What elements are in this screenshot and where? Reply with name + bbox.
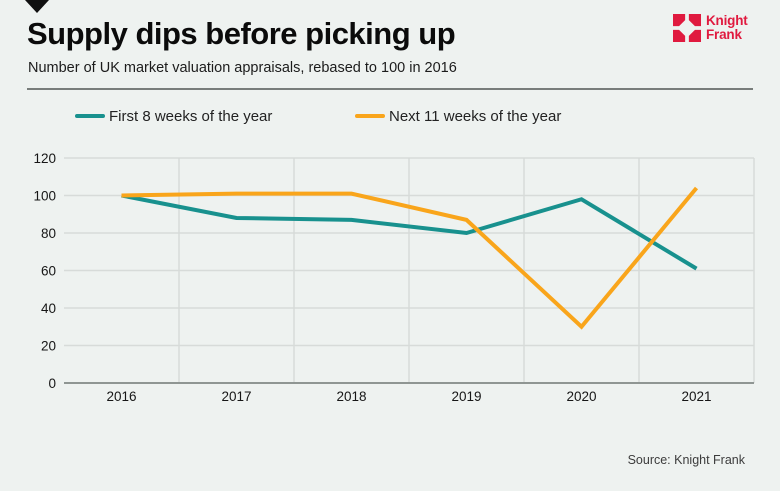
logo-text-line1: Knight: [706, 13, 748, 28]
knight-frank-logo: Knight Frank: [673, 14, 748, 42]
series-line-first-8-weeks: [121, 193, 698, 271]
x-tick-label: 2017: [221, 389, 251, 404]
y-tick-label: 20: [41, 339, 56, 354]
header-divider: [27, 88, 753, 90]
logo-text-line2: Frank: [706, 27, 742, 42]
x-tick-label: 2018: [336, 389, 366, 404]
y-tick-label: 100: [33, 189, 56, 204]
page-title: Supply dips before picking up: [27, 16, 456, 51]
y-tick-label: 40: [41, 301, 56, 316]
source-caption: Source: Knight Frank: [627, 453, 745, 467]
corner-triangle-icon: [25, 0, 49, 13]
series-line-next-11-weeks: [121, 186, 699, 330]
legend-item-first-8-weeks: First 8 weeks of the year: [75, 107, 272, 125]
y-tick-label: 60: [41, 264, 56, 279]
chart-subtitle: Number of UK market valuation appraisals…: [28, 60, 457, 76]
y-tick-label: 0: [48, 376, 56, 391]
knight-frank-logo-mark: [673, 14, 701, 42]
x-tick-label: 2019: [451, 389, 481, 404]
legend-label: First 8 weeks of the year: [109, 107, 273, 125]
legend-swatch-teal: [75, 114, 105, 118]
y-tick-label: 80: [41, 226, 56, 241]
legend-item-next-11-weeks: Next 11 weeks of the year: [355, 107, 561, 125]
x-tick-label: 2021: [681, 389, 711, 404]
x-tick-label: 2020: [566, 389, 596, 404]
x-tick-label: 2016: [106, 389, 136, 404]
knight-frank-logo-text: Knight Frank: [706, 14, 748, 42]
legend-swatch-orange: [355, 114, 385, 118]
y-tick-label: 120: [33, 151, 56, 166]
legend-label: Next 11 weeks of the year: [389, 107, 562, 125]
